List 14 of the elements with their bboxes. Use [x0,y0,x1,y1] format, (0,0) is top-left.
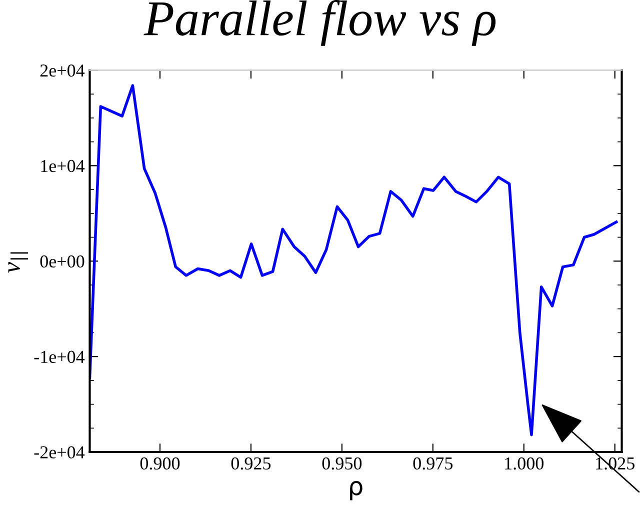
x-tick-label: 0.900 [140,457,180,470]
y-tick-label: 1e+04 [41,160,85,172]
y-tick-label: 0e+00 [40,255,84,268]
x-tick-label: 1.000 [505,457,544,470]
x-axis-title: ρ [350,481,362,500]
y-tick-label: -1e+04 [34,350,85,363]
x-tick-label: 0.950 [322,457,362,470]
y-tick-label: -2e+04 [34,446,85,458]
line-series [90,84,618,436]
y-axis-title: v$_{||}$ [8,252,28,273]
x-tick-label: 0.975 [413,457,453,470]
chart-title: Parallel flow vs ρ [144,0,496,46]
x-tick-label: 0.925 [231,457,271,470]
y-tick-label: 2e+04 [40,64,85,77]
